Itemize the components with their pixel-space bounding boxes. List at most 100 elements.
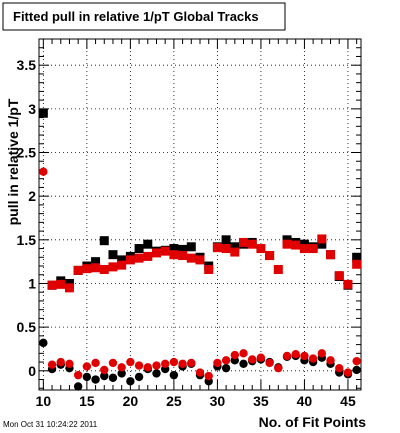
x-tick-label: 45 <box>340 393 356 409</box>
point-series-1-square <box>64 283 74 293</box>
point-series-3-circle <box>317 349 327 358</box>
point-series-1-square <box>334 271 344 281</box>
point-series-2-circle <box>39 338 48 348</box>
point-series-0-square <box>317 239 327 249</box>
point-series-1-square <box>160 246 170 256</box>
x-axis-label: No. of Fit Points <box>259 414 367 430</box>
point-series-3-circle <box>73 370 83 380</box>
point-series-1-square <box>99 265 109 275</box>
y-tick-label: 1 <box>28 275 36 291</box>
point-series-3-circle <box>65 359 74 369</box>
point-series-1-square <box>343 279 353 289</box>
point-series-1-square <box>239 237 249 247</box>
point-series-1-square <box>56 279 66 289</box>
point-series-2-circle <box>82 372 92 382</box>
y-tick-label: 2.5 <box>17 145 37 161</box>
point-series-0-square <box>134 244 144 254</box>
point-series-1-square <box>134 253 144 263</box>
point-series-3-circle <box>282 351 292 361</box>
point-series-0-square <box>221 235 231 245</box>
point-series-3-circle <box>100 365 109 375</box>
point-series-3-circle <box>178 359 187 369</box>
x-tick-label: 30 <box>210 393 226 409</box>
point-series-3-circle <box>169 357 179 367</box>
point-series-1-square <box>352 259 362 269</box>
point-series-3-circle <box>230 350 240 360</box>
point-series-0-square <box>108 250 118 260</box>
point-series-0-square <box>91 257 101 267</box>
point-series-1-square <box>82 264 92 274</box>
point-series-3-circle <box>117 363 126 372</box>
x-tick-label: 35 <box>253 393 269 409</box>
point-series-3-circle <box>352 356 361 366</box>
point-series-0-square <box>230 242 240 252</box>
point-series-2-circle <box>352 365 361 375</box>
point-series-0-square <box>169 244 179 254</box>
point-series-0-square <box>117 255 127 265</box>
point-series-1-square <box>151 248 161 258</box>
point-series-3-circle <box>126 357 135 367</box>
point-series-3-circle <box>308 354 318 363</box>
point-series-3-circle <box>82 362 92 371</box>
point-series-3-circle <box>256 353 266 362</box>
point-series-1-square <box>282 239 292 249</box>
point-series-1-square <box>204 265 214 275</box>
point-series-3-circle <box>248 355 257 364</box>
point-series-1-square <box>186 253 196 263</box>
point-series-3-circle <box>343 368 353 377</box>
point-series-3-circle <box>335 363 344 373</box>
point-series-2-circle <box>239 359 248 369</box>
x-tick-label: 25 <box>166 393 182 409</box>
point-series-1-square <box>291 240 301 250</box>
point-series-1-square <box>108 262 118 272</box>
point-series-2-circle <box>117 369 126 378</box>
x-tick-label: 15 <box>79 393 95 409</box>
point-series-2-circle <box>134 372 144 382</box>
point-series-3-circle <box>187 358 196 368</box>
point-series-2-circle <box>100 371 109 381</box>
point-series-3-circle <box>39 167 48 176</box>
point-series-1-square <box>125 255 135 265</box>
data-marks <box>38 108 362 391</box>
point-series-1-square <box>91 263 101 273</box>
y-tick-label: 1.5 <box>17 232 37 248</box>
point-series-3-circle <box>91 358 100 368</box>
point-series-3-circle <box>47 360 57 369</box>
point-series-3-circle <box>300 351 309 361</box>
point-series-1-square <box>117 260 127 270</box>
point-series-1-square <box>212 243 222 253</box>
y-tick-label: 0.5 <box>17 319 37 335</box>
point-series-3-circle <box>291 350 300 359</box>
y-tick-label: 0 <box>28 363 36 379</box>
point-series-0-square <box>178 244 188 254</box>
point-series-3-circle <box>143 363 152 372</box>
point-series-1-square <box>247 239 257 249</box>
point-series-0-square <box>352 252 362 262</box>
point-series-1-square <box>195 255 205 265</box>
point-series-1-square <box>299 244 309 254</box>
tick-labels: 10 15 20 25 30 35 40 45 0 0.5 1 1.5 2 2.5 3 3.5 <box>17 57 356 409</box>
point-series-0-square <box>99 236 109 246</box>
point-series-3-circle <box>239 349 248 358</box>
timestamp: Mon Oct 31 10:24:22 2011 <box>3 420 98 429</box>
point-series-3-circle <box>213 358 222 368</box>
point-series-1-square <box>230 247 240 257</box>
x-tick-label: 20 <box>123 393 139 409</box>
point-series-2-circle <box>73 382 83 391</box>
point-series-1-square <box>265 251 275 261</box>
point-series-3-circle <box>160 359 170 369</box>
point-series-1-square <box>143 251 153 261</box>
point-series-2-circle <box>221 363 231 373</box>
y-tick-label: 2 <box>28 188 36 204</box>
point-series-3-circle <box>204 371 213 381</box>
point-series-1-square <box>273 265 283 275</box>
point-series-1-square <box>47 280 57 290</box>
point-series-3-circle <box>326 356 335 365</box>
y-tick-label: 3.5 <box>17 57 37 73</box>
point-series-3-circle <box>134 361 144 370</box>
point-series-1-square <box>178 251 188 261</box>
point-series-3-circle <box>265 358 274 368</box>
point-series-3-circle <box>108 358 118 368</box>
point-series-3-circle <box>195 368 205 377</box>
point-series-0-square <box>143 239 153 249</box>
